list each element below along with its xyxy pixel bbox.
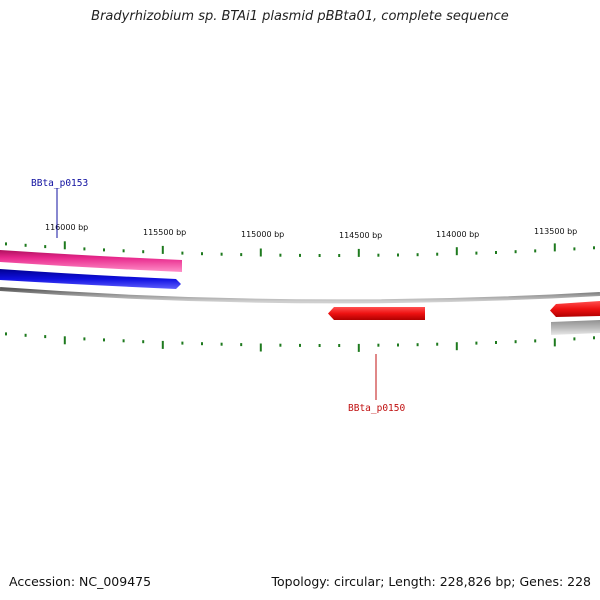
- gene-feature-pink[interactable]: [0, 250, 182, 272]
- sequence-backbone: [0, 287, 600, 304]
- sequence-summary: Topology: circular; Length: 228,826 bp; …: [271, 574, 592, 589]
- outer-tick-ring: [5, 241, 595, 257]
- tick-label: 116000 bp: [45, 223, 88, 232]
- map-title: Bradyrhizobium sp. BTAi1 plasmid pBBta01…: [91, 9, 509, 24]
- tick-label: 115000 bp: [241, 230, 284, 239]
- accession-label: Accession: NC_009475: [9, 574, 152, 589]
- tick-labels: 116000 bp 115500 bp 115000 bp 114500 bp …: [45, 223, 577, 240]
- inner-tick-ring: [5, 332, 595, 352]
- gene-label-bbta-p0150[interactable]: BBta_p0150: [348, 403, 405, 414]
- tick-label: 113500 bp: [534, 227, 577, 236]
- gene-label-bbta-p0153[interactable]: BBta_p0153: [31, 178, 88, 189]
- tick-label: 115500 bp: [143, 228, 186, 237]
- gene-feature-red-right[interactable]: [550, 301, 600, 317]
- gene-feature-red-bbta-p0150[interactable]: [328, 307, 425, 320]
- gene-feature-grey-right[interactable]: [551, 320, 600, 335]
- tick-label: 114000 bp: [436, 230, 479, 239]
- tick-label: 114500 bp: [339, 231, 382, 240]
- gene-feature-blue[interactable]: [0, 269, 181, 289]
